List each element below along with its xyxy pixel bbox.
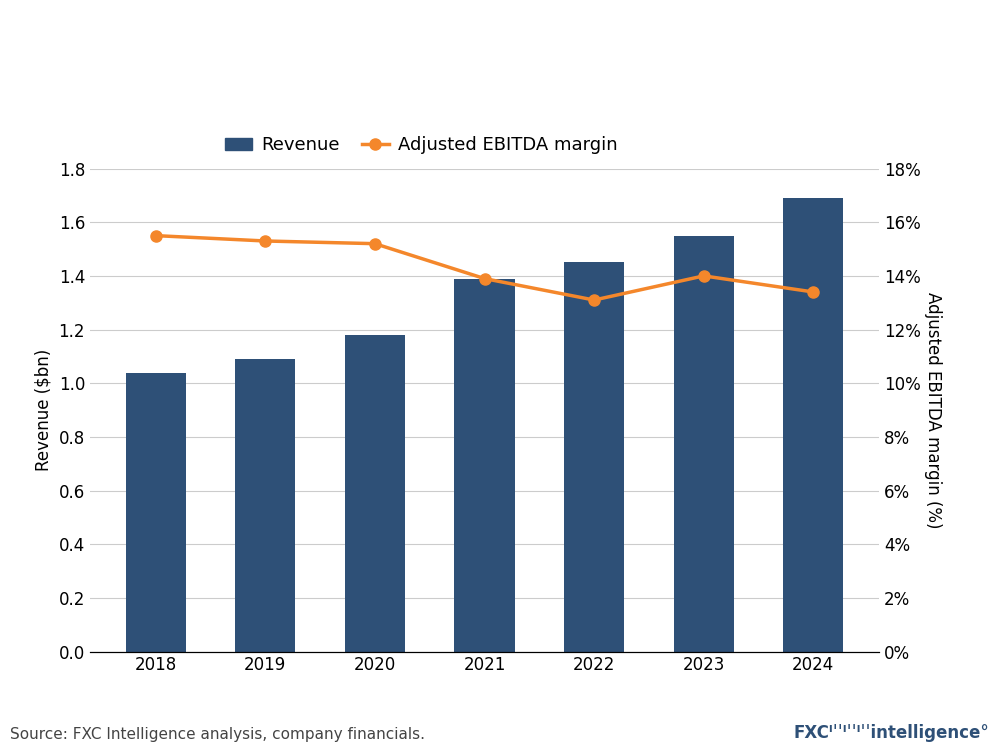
Y-axis label: Revenue ($bn): Revenue ($bn) (35, 349, 53, 471)
Adjusted EBITDA margin (260, 237, 272, 246)
Bar (235, 359, 296, 652)
Bar (564, 262, 624, 652)
Adjusted EBITDA margin (369, 239, 381, 248)
Bar (455, 279, 514, 652)
Line: Adjusted EBITDA margin: Adjusted EBITDA margin (150, 230, 819, 306)
Legend: Revenue, Adjusted EBITDA margin: Revenue, Adjusted EBITDA margin (218, 130, 624, 162)
Bar (345, 335, 405, 652)
Adjusted EBITDA margin (150, 231, 162, 240)
Text: Source: FXC Intelligence analysis, company financials.: Source: FXC Intelligence analysis, compa… (10, 727, 425, 742)
Bar (783, 198, 843, 652)
Text: FXCᴵˈˈᴵˈˈᴵˈˈintelligence°: FXCᴵˈˈᴵˈˈᴵˈˈintelligence° (793, 724, 989, 742)
Adjusted EBITDA margin (479, 274, 491, 283)
Y-axis label: Adjusted EBITDA margin (%): Adjusted EBITDA margin (%) (924, 292, 942, 528)
Adjusted EBITDA margin (807, 288, 819, 297)
Text: Euronet FY money transfer revenue and adjusted EBITDA margin, 2018-2024: Euronet FY money transfer revenue and ad… (15, 84, 766, 103)
Bar (126, 372, 186, 652)
Adjusted EBITDA margin (697, 271, 709, 280)
Text: Euronet money transfer revenues rise in 2024: Euronet money transfer revenues rise in … (15, 32, 807, 61)
Adjusted EBITDA margin (588, 296, 600, 305)
Bar (673, 236, 734, 652)
